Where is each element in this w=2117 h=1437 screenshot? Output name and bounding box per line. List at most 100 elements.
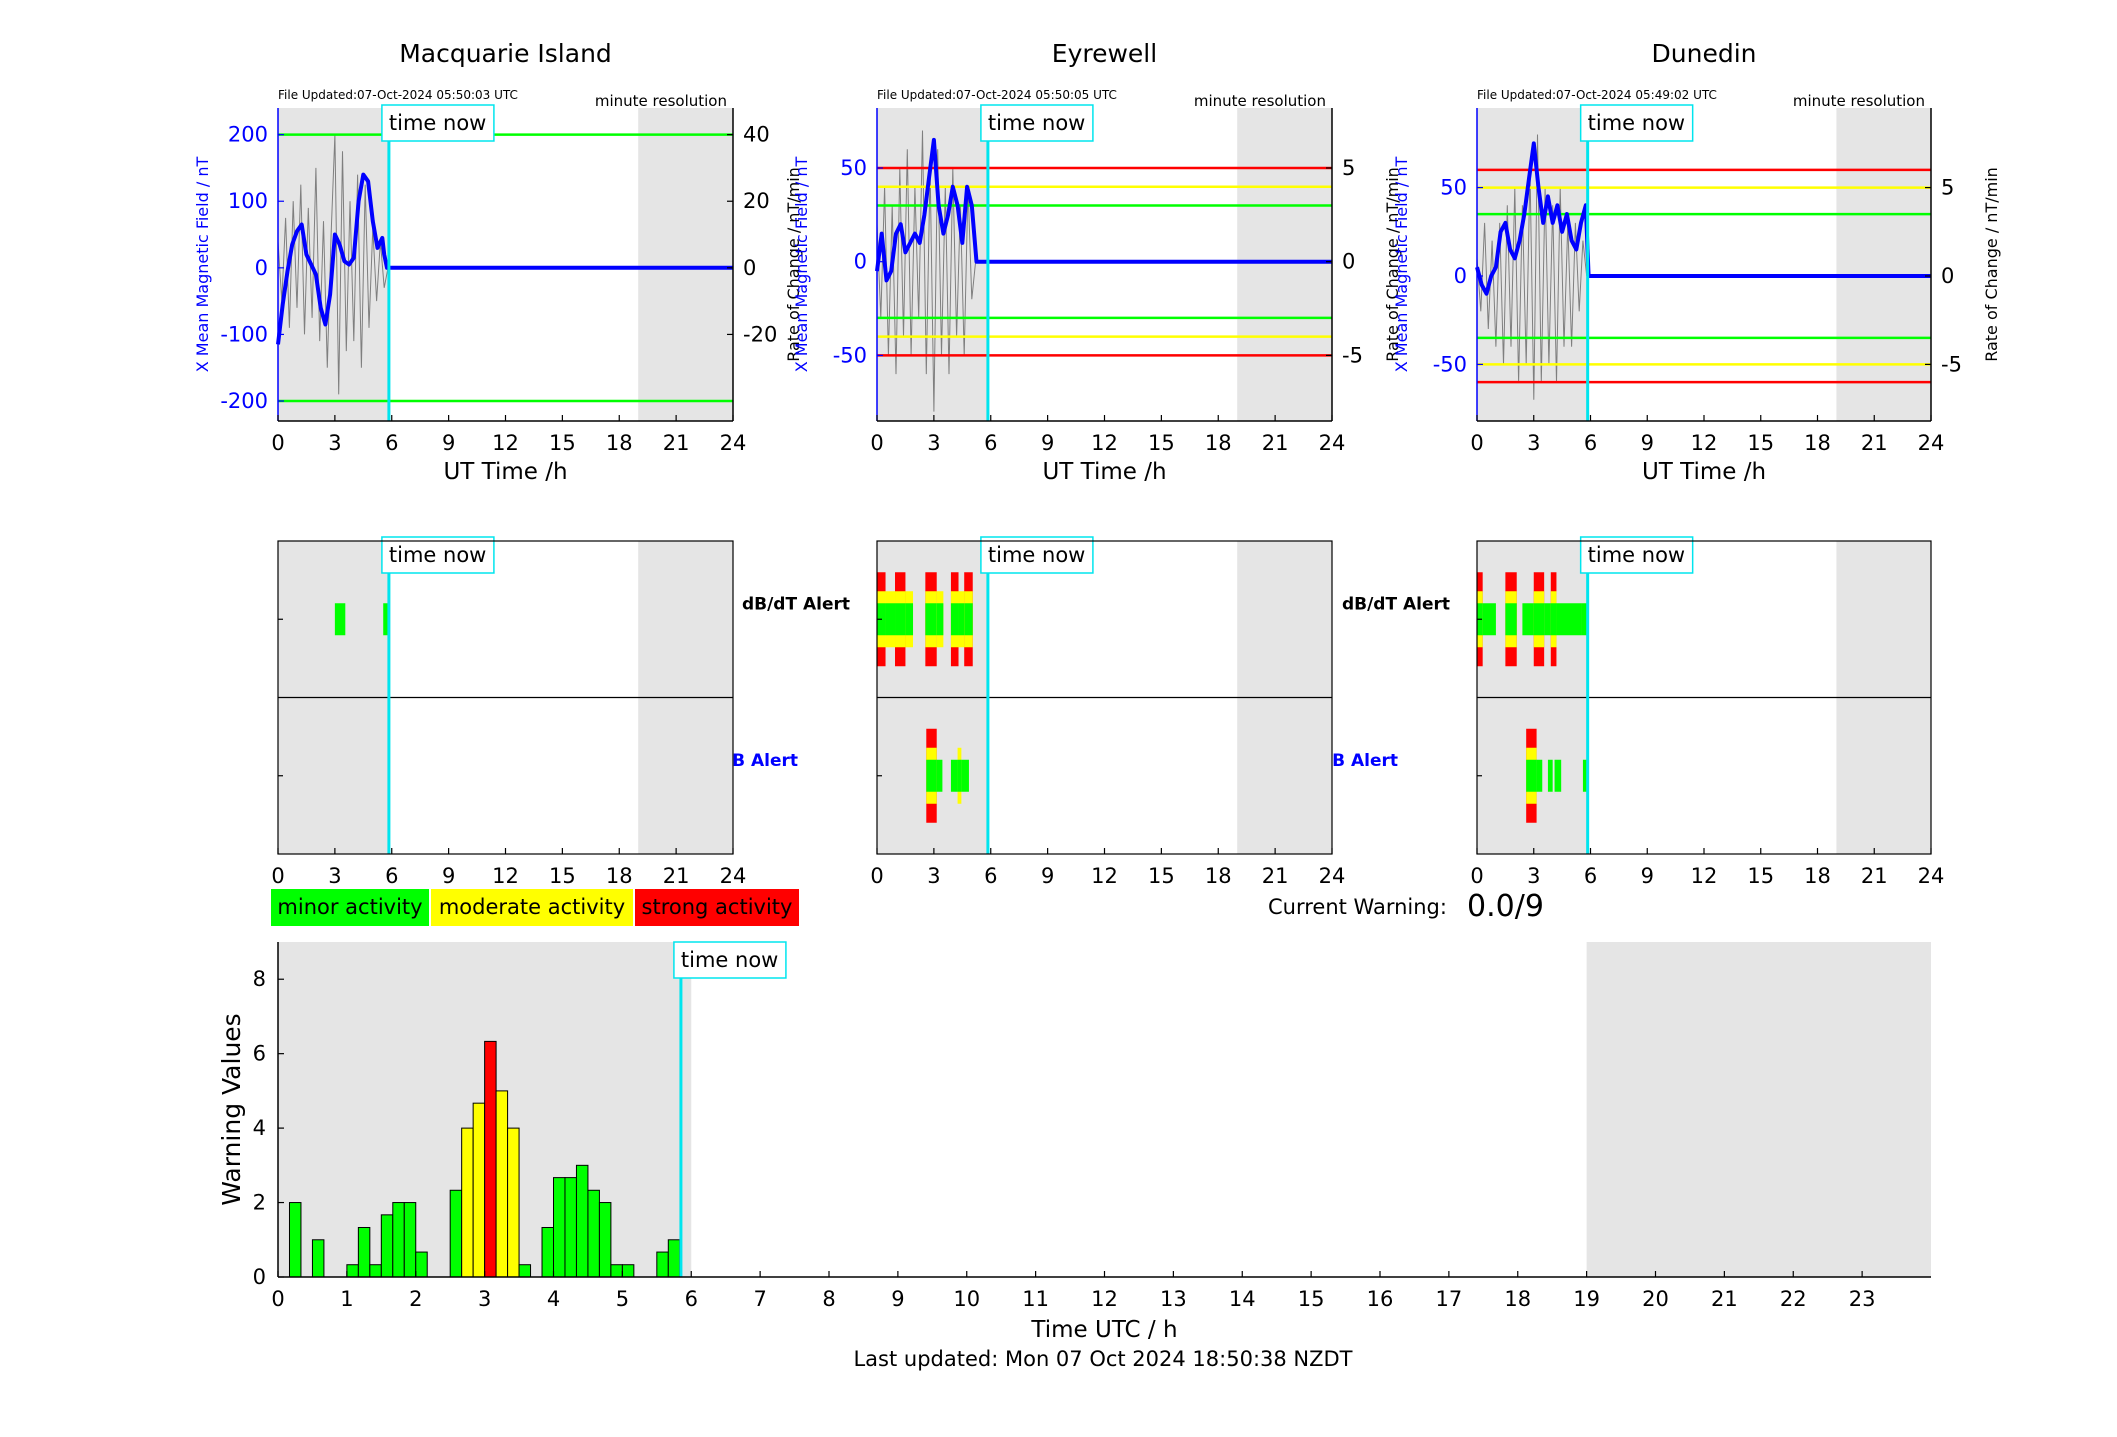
alert-block-b (950, 759, 958, 792)
time-now-tag-box (980, 536, 1094, 574)
alert-block-dbdt (936, 603, 944, 636)
alert-block-b (961, 759, 969, 792)
x-tick-label: 24 (720, 864, 747, 888)
x-tick-label: 0 (271, 1287, 284, 1311)
x-tick-label: 3 (1527, 864, 1540, 888)
field-trace (276, 172, 733, 345)
warning-bar (656, 1251, 669, 1278)
alert-block-b (1547, 759, 1553, 792)
x-tick-label: 14 (1229, 1287, 1256, 1311)
alert-block-dbdt (383, 603, 389, 636)
legend-minor-swatch (269, 887, 431, 928)
x-axis-label: Time UTC / h (1030, 1317, 1177, 1343)
shaded-region (1237, 108, 1332, 421)
x-tick-label: 6 (385, 431, 398, 455)
x-tick-label: 6 (984, 431, 997, 455)
y-tick-label-right: 0 (743, 256, 756, 280)
y-tick-label-left: 200 (228, 123, 268, 147)
x-tick-label: 15 (1747, 431, 1774, 455)
x-tick-label: 0 (271, 864, 284, 888)
y-tick-label-right: 5 (1941, 176, 1954, 200)
x-tick-label: 6 (385, 864, 398, 888)
warning-bar (415, 1251, 428, 1278)
x-tick-label: 3 (927, 431, 940, 455)
x-tick-label: 0 (1470, 431, 1483, 455)
alert-block-dbdt (1505, 603, 1517, 636)
y-tick-label-right: 20 (743, 189, 770, 213)
x-tick-label: 15 (549, 864, 576, 888)
magnetometer-panels: Macquarie Island File Updated:07-Oct-2024… (193, 39, 2001, 485)
x-tick-label: 13 (1160, 1287, 1187, 1311)
alert-block-dbdt (905, 603, 914, 636)
x-tick-label: 16 (1367, 1287, 1394, 1311)
x-tick-label: 0 (870, 864, 883, 888)
current-warning-value: 0.0/9 (1467, 889, 1544, 924)
resolution-label: minute resolution (1194, 92, 1326, 110)
alert-block-dbdt (1550, 603, 1557, 636)
y-tick-label-right: 40 (743, 123, 770, 147)
y-tick-label-left: 50 (840, 156, 867, 180)
x-tick-label: 2 (409, 1287, 422, 1311)
alert-block-b (1554, 759, 1562, 792)
y-tick-label-left: 0 (854, 250, 867, 274)
alert-block-dbdt (1533, 603, 1545, 636)
warning-bar (553, 1177, 566, 1278)
dbdt-alert-label: dB/dT Alert (742, 594, 850, 614)
resolution-label: minute resolution (1793, 92, 1925, 110)
y-tick-label-right: -5 (1941, 352, 1962, 376)
warning-bar (346, 1264, 359, 1278)
legend-strong-swatch (633, 887, 801, 928)
alert-block-b (1582, 759, 1588, 792)
x-tick-label: 9 (1641, 431, 1654, 455)
x-tick-label: 24 (1918, 864, 1945, 888)
y-axis-label-left: X Mean Magnetic Field / nT (792, 157, 811, 373)
x-tick-label: 6 (984, 864, 997, 888)
warning-bar (564, 1177, 577, 1278)
x-tick-label: 9 (1041, 864, 1054, 888)
warning-bar (449, 1189, 463, 1278)
time-now-tag: time now (681, 948, 778, 972)
alert-block-dbdt (950, 603, 959, 636)
time-now-tag: time now (1588, 543, 1685, 567)
y-tick-label-right: -5 (1342, 343, 1363, 367)
x-tick-label: 3 (478, 1287, 491, 1311)
shaded-region (638, 108, 733, 421)
warning-bar (288, 1202, 302, 1278)
x-tick-label: 18 (1205, 864, 1232, 888)
y-tick-label-left: -50 (1433, 352, 1467, 376)
x-tick-label: 9 (1641, 864, 1654, 888)
warning-bar (380, 1214, 394, 1278)
x-tick-label: 4 (547, 1287, 560, 1311)
time-now-tag-box (381, 536, 495, 574)
field-trace (875, 137, 1332, 283)
file-updated-label: File Updated:07-Oct-2024 05:49:02 UTC (1477, 88, 1717, 102)
x-tick-label: 21 (1861, 431, 1888, 455)
warning-bar (610, 1264, 623, 1278)
x-tick-label: 6 (1584, 431, 1597, 455)
alert-block-b (936, 759, 943, 792)
x-tick-label: 12 (1091, 431, 1118, 455)
y-tick-label: 4 (253, 1116, 266, 1140)
alert-block-dbdt (1581, 603, 1589, 636)
x-tick-label: 1 (340, 1287, 353, 1311)
file-updated-label: File Updated:07-Oct-2024 05:50:03 UTC (278, 88, 518, 102)
alert-panel: time now 0 3 6 9 12 15 18 21 24 dB/dT Alert B Alert (732, 536, 1345, 888)
x-tick-label: 15 (1148, 864, 1175, 888)
x-tick-label: 9 (1041, 431, 1054, 455)
x-tick-label: 8 (822, 1287, 835, 1311)
x-tick-label: 12 (1691, 431, 1718, 455)
x-tick-label: 18 (1205, 431, 1232, 455)
warning-bar (621, 1264, 635, 1278)
warning-bar (507, 1127, 520, 1278)
x-tick-label: 21 (663, 431, 690, 455)
y-tick-label-left: 50 (1440, 176, 1467, 200)
alert-block-dbdt (895, 603, 906, 636)
x-tick-label: 21 (1262, 431, 1289, 455)
alert-block-dbdt (964, 603, 973, 636)
x-tick-label: 11 (1022, 1287, 1049, 1311)
y-tick-label-left: 0 (1454, 264, 1467, 288)
field-trace (1475, 141, 1931, 296)
magnetometer-panel: Eyrewell File Updated:07-Oct-2024 05:50:0… (792, 39, 1402, 485)
warning-bar (541, 1226, 555, 1278)
time-now-tag: time now (1588, 111, 1685, 135)
